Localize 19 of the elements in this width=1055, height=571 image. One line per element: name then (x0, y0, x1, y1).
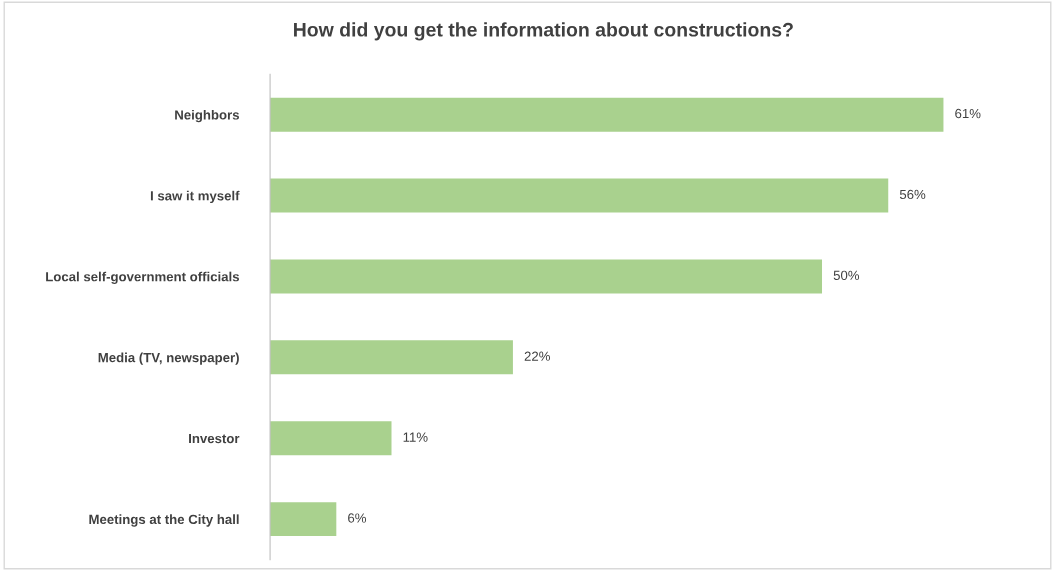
y-tick-label: Local self-government officials (46, 271, 239, 285)
bar (270, 502, 337, 537)
y-tick-label: Investor (189, 433, 240, 444)
bar (270, 259, 823, 294)
y-tick-label: Neighbors (175, 109, 239, 123)
y-tick-label: Meetings at the City hall (89, 514, 239, 527)
bar (270, 97, 944, 132)
y-tick-label: I saw it myself (150, 190, 240, 204)
data-label: 11% (403, 432, 428, 442)
data-label: 50% (833, 270, 860, 280)
bar (270, 421, 392, 456)
data-label: 6% (348, 513, 367, 523)
data-label: 22% (524, 351, 550, 361)
bar (270, 340, 513, 375)
data-label: 61% (955, 108, 981, 119)
bar (270, 178, 889, 213)
data-label: 56% (899, 189, 926, 200)
chart-title: How did you get the information about constructions? (294, 22, 793, 41)
y-tick-label: Media (TV, newspaper) (98, 352, 239, 365)
